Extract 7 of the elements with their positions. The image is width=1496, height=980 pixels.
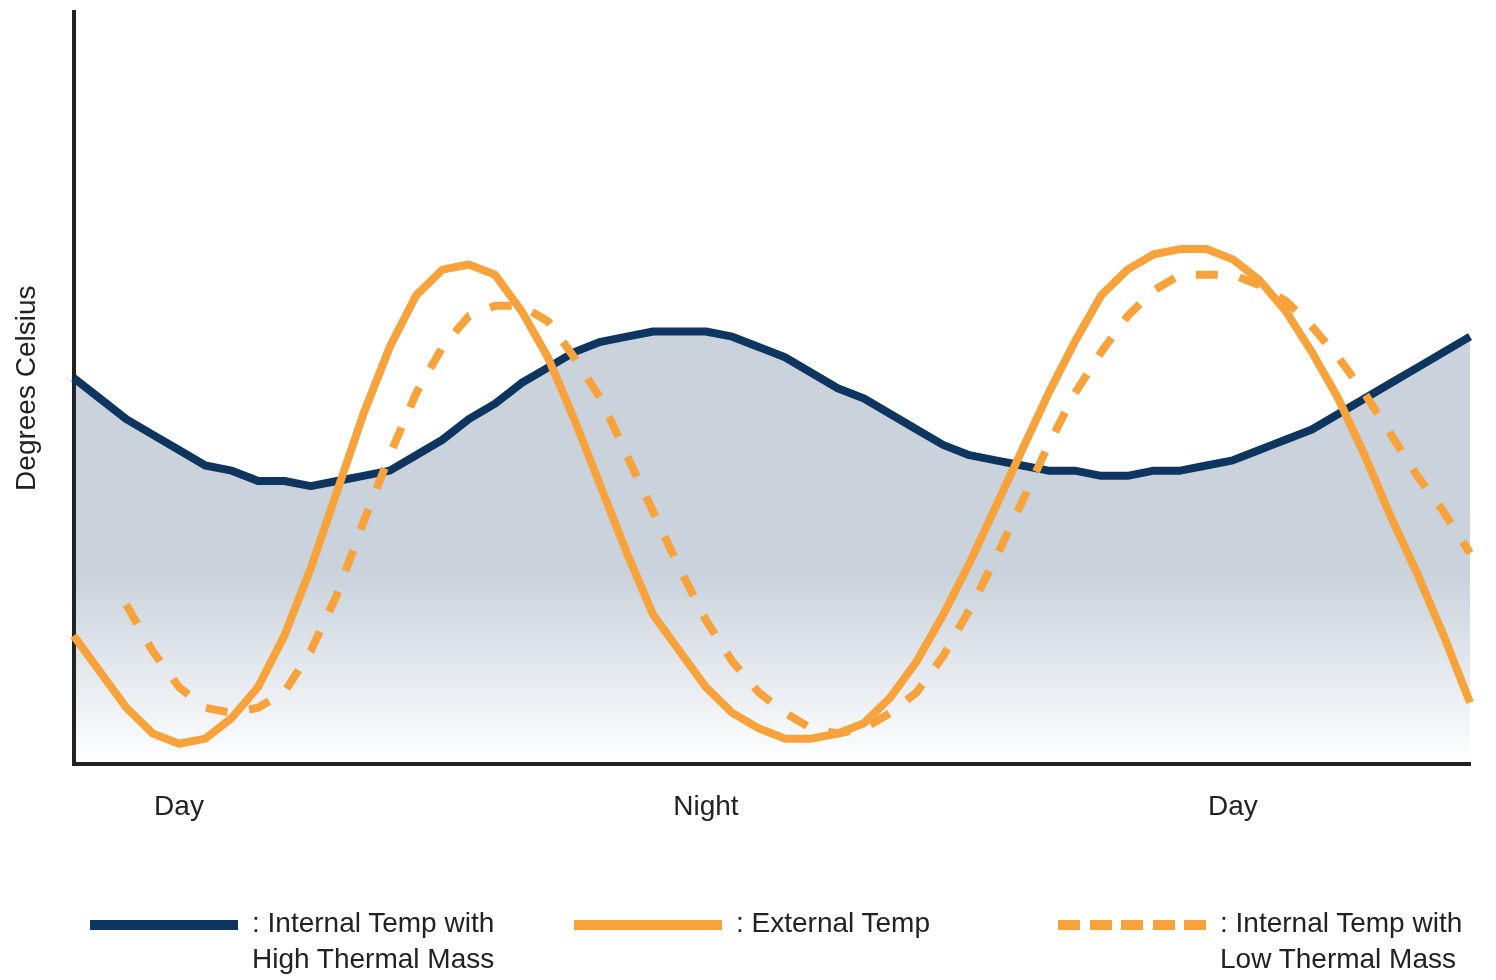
legend-label: : Internal Temp with Low Thermal Mass (1220, 906, 1464, 976)
x-tick-label: Day (154, 789, 204, 821)
x-tick-label: Night (673, 789, 739, 821)
legend-label: : External Temp (736, 906, 932, 940)
legend-label: : Internal Temp with High Thermal Mass (252, 906, 496, 976)
x-tick-label: Day (1207, 789, 1258, 821)
y-axis-title: Degrees Celsius (9, 285, 41, 491)
